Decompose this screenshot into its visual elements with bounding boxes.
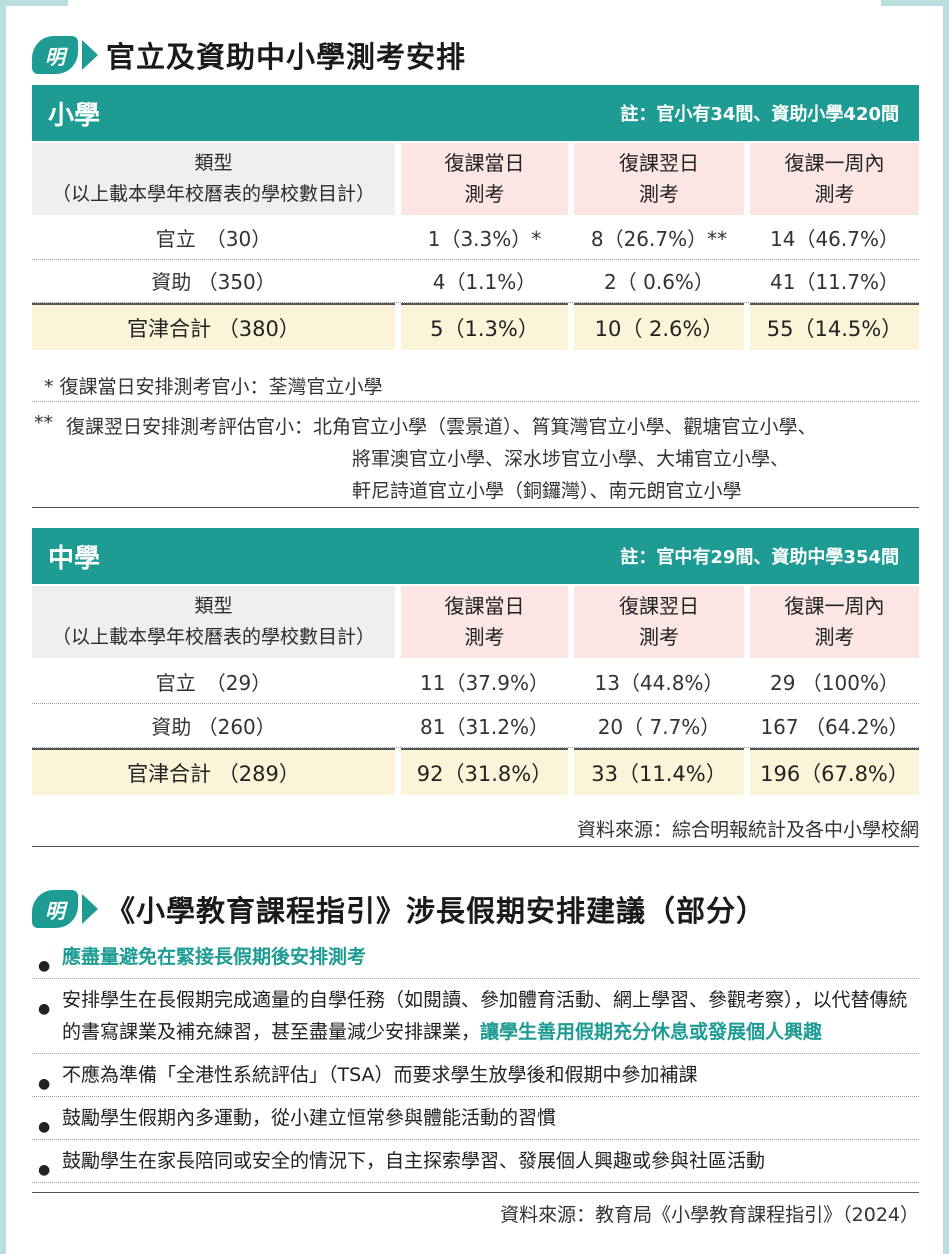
divider — [32, 1192, 919, 1193]
bullet-icon: ● — [38, 1076, 51, 1092]
total-row: 官津合計 （380） 5（1.3%） 10（ 2.6%） 55（14.5%） — [32, 303, 919, 350]
highlighted-text: 讓學生善用假期充分休息或發展個人興趣 — [480, 1021, 823, 1043]
primary-band: 小學 註：官小有34間、資助小學420間 — [32, 85, 919, 141]
header-next-day: 復課翌日 測考 — [574, 143, 744, 215]
ming-pao-logo-icon: 明 — [32, 36, 78, 74]
header-within-week: 復課一周內 測考 — [750, 143, 919, 215]
highlighted-text: 應盡量避免在緊接長假期後安排測考 — [62, 946, 367, 968]
bullet-icon: ● — [38, 958, 51, 974]
list-item: ● 鼓勵學生在家長陪同或安全的情況下，自主探索學習、發展個人興趣或參與社區活動 — [32, 1140, 919, 1183]
source-note: 資料來源：綜合明報統計及各中小學校網 — [576, 819, 919, 841]
triangle-icon — [82, 894, 98, 924]
list-item-text: 鼓勵學生假期內多運動，從小建立恒常參與體能活動的習慣 — [62, 1107, 557, 1129]
total-row: 官津合計 （289） 92（31.8%） 33（11.4%） 196（67.8%… — [32, 748, 919, 795]
table-header: 類型 （以上載本學年校曆表的學校數目計） 復課當日 測考 復課翌日 測考 復課一… — [32, 586, 919, 658]
guideline-list: ● 應盡量避免在緊接長假期後安排測考 ● 安排學生在長假期完成適量的自學任務（如閱讀、… — [32, 936, 919, 1183]
divider — [32, 846, 919, 847]
table-row: 官立 （29） 11（37.9%） 13（44.8%） 29 （100%） — [32, 660, 919, 704]
list-item-text: 不應為準備「全港性系統評估」（TSA）而要求學生放學後和假期中參加補課 — [62, 1064, 698, 1086]
section-heading: 《小學教育課程指引》涉長假期安排建議（部分） — [106, 894, 767, 928]
list-item-text: 鼓勵學生在家長陪同或安全的情況下，自主探索學習、發展個人興趣或參與社區活動 — [62, 1150, 766, 1172]
frame-edge — [0, 0, 6, 1254]
list-item: ● 安排學生在長假期完成適量的自學任務（如閱讀、參加體育活動、網上學習、參觀考察）… — [32, 979, 919, 1054]
footnote-next-day: ** 復課翌日安排測考評估官小：北角官立小學（雲景道）、筲箕灣官立小學、觀塘官立… — [32, 404, 919, 508]
header-same-day: 復課當日 測考 — [401, 143, 568, 215]
table-row: 資助 （350） 4（1.1%） 2（ 0.6%） 41（11.7%） — [32, 259, 919, 303]
table-row: 資助 （260） 81（31.2%） 20（ 7.7%） 167 （64.2%） — [32, 704, 919, 748]
footnote-same-day: * 復課當日安排測考官小：荃灣官立小學 — [32, 372, 919, 402]
table-row: 官立 （30） 1（3.3%）* 8（26.7%）** 14（46.7%） — [32, 216, 919, 260]
list-item: ● 不應為準備「全港性系統評估」（TSA）而要求學生放學後和假期中參加補課 — [32, 1054, 919, 1097]
header-next-day: 復課翌日 測考 — [574, 586, 744, 658]
list-item-text: 安排學生在長假期完成適量的自學任務（如閱讀、參加體育活動、網上學習、參觀考察），… — [62, 989, 908, 1043]
bullet-icon: ● — [38, 1001, 51, 1017]
bullet-icon: ● — [38, 1162, 51, 1178]
section-title-exams: 明 官立及資助中小學測考安排 — [32, 34, 466, 76]
page-title: 官立及資助中小學測考安排 — [106, 40, 467, 74]
triangle-icon — [82, 40, 98, 70]
section-title-guide: 明 《小學教育課程指引》涉長假期安排建議（部分） — [32, 888, 766, 930]
frame-corner — [881, 0, 949, 6]
level-label: 小學 — [48, 100, 101, 131]
header-type: 類型 （以上載本學年校曆表的學校數目計） — [32, 586, 395, 658]
level-label: 中學 — [48, 543, 101, 574]
school-count-note: 註：官小有34間、資助小學420間 — [620, 104, 899, 125]
header-within-week: 復課一周內 測考 — [750, 586, 919, 658]
list-item: ● 鼓勵學生假期內多運動，從小建立恒常參與體能活動的習慣 — [32, 1097, 919, 1140]
ming-pao-logo-icon: 明 — [32, 890, 78, 928]
table-header: 類型 （以上載本學年校曆表的學校數目計） 復課當日 測考 復課翌日 測考 復課一… — [32, 143, 919, 215]
secondary-band: 中學 註：官中有29間、資助中學354間 — [32, 528, 919, 584]
source-note: 資料來源：教育局《小學教育課程指引》（2024） — [500, 1204, 919, 1226]
frame-edge — [943, 0, 949, 1254]
bullet-icon: ● — [38, 1119, 51, 1135]
header-type: 類型 （以上載本學年校曆表的學校數目計） — [32, 143, 395, 215]
header-same-day: 復課當日 測考 — [401, 586, 568, 658]
school-count-note: 註：官中有29間、資助中學354間 — [620, 547, 899, 568]
frame-corner — [0, 0, 68, 6]
list-item: ● 應盡量避免在緊接長假期後安排測考 — [32, 936, 919, 979]
